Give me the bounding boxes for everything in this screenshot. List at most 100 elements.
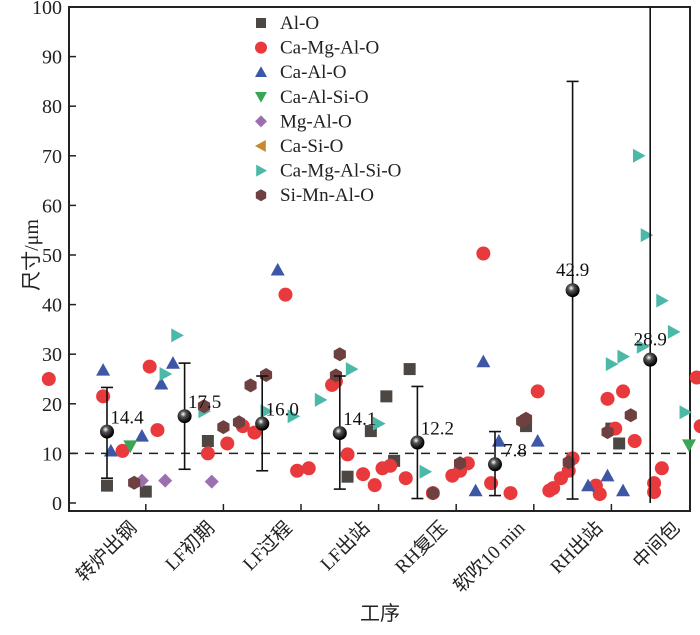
data-point-ca-al-o xyxy=(616,483,631,497)
y-tick-label: 90 xyxy=(42,47,62,69)
data-point-ca-mg-al-o xyxy=(200,446,215,461)
data-point-ca-mg-al-si-o xyxy=(656,293,669,308)
data-point-ca-mg-al-o xyxy=(647,485,662,500)
data-point-ca-al-o xyxy=(530,434,545,447)
mean-label: 17.5 xyxy=(188,392,221,413)
data-point-ca-mg-al-si-o xyxy=(679,405,693,420)
data-point-ca-mg-al-o xyxy=(278,287,293,302)
x-tick-label: LF出站 xyxy=(316,517,374,575)
y-tick-label: 50 xyxy=(42,245,62,267)
data-point-al-o xyxy=(403,363,416,376)
data-point-ca-al-o xyxy=(600,468,615,482)
data-point-ca-mg-al-o xyxy=(600,391,615,406)
data-point-ca-mg-al-o xyxy=(367,478,382,493)
data-point-si-mn-al-o xyxy=(260,368,273,382)
error-bars: 14.4 17.5 16.0 14.1 12.2 7.8 42.9 28.9 xyxy=(100,7,667,503)
data-point-al-o xyxy=(101,479,113,492)
data-point-ca-al-si-o xyxy=(123,440,138,453)
data-point-al-o xyxy=(341,470,354,483)
data-point-ca-mg-al-o xyxy=(96,389,111,404)
data-point-ca-mg-al-si-o xyxy=(419,464,433,479)
data-point-ca-mg-al-o xyxy=(150,423,165,438)
mean-label: 7.8 xyxy=(503,440,527,461)
data-point-ca-al-o xyxy=(476,354,491,368)
data-point-ca-al-o xyxy=(154,376,169,390)
y-axis: 0 10 20 30 40 50 60 70 80 90 100 xyxy=(32,0,76,515)
data-point-si-mn-al-o xyxy=(624,408,637,423)
data-point-ca-mg-al-o xyxy=(41,372,56,386)
mean-marker xyxy=(410,435,425,450)
mean-label: 16.0 xyxy=(266,400,299,421)
legend-marker-ca-al-si-o xyxy=(255,92,267,103)
legend-marker-ca-mg-al-o xyxy=(255,41,267,54)
data-point-ca-mg-al-o xyxy=(484,476,499,491)
plot-border xyxy=(68,6,691,512)
data-point-si-mn-al-o xyxy=(601,425,614,440)
data-point-ca-mg-al-o xyxy=(546,481,561,496)
legend: Al-O Ca-Mg-Al-O Ca-Al-O Ca-Al-Si-O Mg-Al-O Ca… xyxy=(255,13,401,206)
data-point-ca-mg-al-o xyxy=(616,384,631,399)
data-point-ca-mg-al-o xyxy=(530,384,545,399)
y-tick-label: 70 xyxy=(42,146,62,168)
data-point-ca-mg-al-si-o xyxy=(260,404,274,419)
data-point-ca-mg-al-si-o xyxy=(617,349,631,364)
x-tick-label: LF初期 xyxy=(161,517,219,575)
data-point-ca-al-o xyxy=(165,356,180,369)
data-point-ca-al-si-o xyxy=(682,439,696,452)
y-tick-label: 0 xyxy=(52,493,62,515)
mean-label: 14.4 xyxy=(110,408,144,429)
data-point-ca-mg-al-si-o xyxy=(636,339,650,354)
data-point-ca-mg-al-si-o xyxy=(159,367,173,382)
data-point-ca-mg-al-o xyxy=(627,434,642,448)
data-point-ca-mg-al-o xyxy=(693,419,700,434)
data-point-si-mn-al-o xyxy=(244,378,257,393)
data-point-ca-al-o xyxy=(468,483,483,497)
data-point-al-o xyxy=(201,435,214,447)
mean-marker xyxy=(332,426,347,441)
data-point-mg-al-o xyxy=(204,474,219,489)
data-point-ca-al-o xyxy=(134,429,149,442)
legend-marker-al-o xyxy=(256,18,266,28)
legend-marker-mg-al-o xyxy=(255,115,267,128)
data-point-ca-mg-al-o xyxy=(592,487,607,502)
data-point-ca-al-o xyxy=(581,478,596,492)
legend-marker-ca-si-o xyxy=(255,140,266,152)
x-tick-label: 软吹10 min xyxy=(449,517,529,597)
data-point-ca-mg-al-o xyxy=(142,359,157,374)
y-tick-label: 40 xyxy=(42,295,62,317)
y-tick-label: 20 xyxy=(42,394,62,416)
data-point-al-o xyxy=(380,390,393,403)
data-point-si-mn-al-o xyxy=(128,475,141,490)
data-point-si-mn-al-o xyxy=(232,415,245,430)
data-point-ca-mg-al-o xyxy=(398,471,413,486)
legend-marker-si-mn-al-o xyxy=(255,189,267,202)
mean-label: 14.1 xyxy=(343,409,376,430)
data-point-ca-mg-al-o xyxy=(654,461,669,476)
data-point-si-mn-al-o xyxy=(454,456,467,471)
legend-label: Ca-Al-O xyxy=(280,62,346,83)
data-point-ca-mg-al-o xyxy=(220,436,235,451)
y-tick-label: 10 xyxy=(42,443,62,465)
data-point-ca-mg-al-o xyxy=(301,461,316,476)
mean-marker xyxy=(565,283,580,298)
mean-marker xyxy=(100,424,114,439)
data-point-si-mn-al-o xyxy=(197,399,211,414)
data-point-ca-mg-al-o xyxy=(115,443,130,458)
legend-label: Ca-Al-Si-O xyxy=(280,87,369,108)
mean-label: 12.2 xyxy=(421,418,454,439)
plot-frame xyxy=(68,6,691,512)
y-axis-title: 尺寸/μm xyxy=(20,219,43,291)
mean-label: 42.9 xyxy=(556,260,589,281)
legend-label: Ca-Si-O xyxy=(280,136,343,157)
data-point-ca-mg-al-o xyxy=(290,463,305,478)
mean-marker xyxy=(177,409,192,424)
y-tick-label: 60 xyxy=(42,195,62,217)
data-point-ca-mg-al-si-o xyxy=(632,148,646,163)
x-axis-title: 工序 xyxy=(360,602,400,625)
y-tick-label: 80 xyxy=(42,96,62,118)
data-point-ca-mg-al-o xyxy=(689,370,700,385)
data-point-al-o xyxy=(613,437,626,450)
legend-label: Mg-Al-O xyxy=(280,111,352,132)
